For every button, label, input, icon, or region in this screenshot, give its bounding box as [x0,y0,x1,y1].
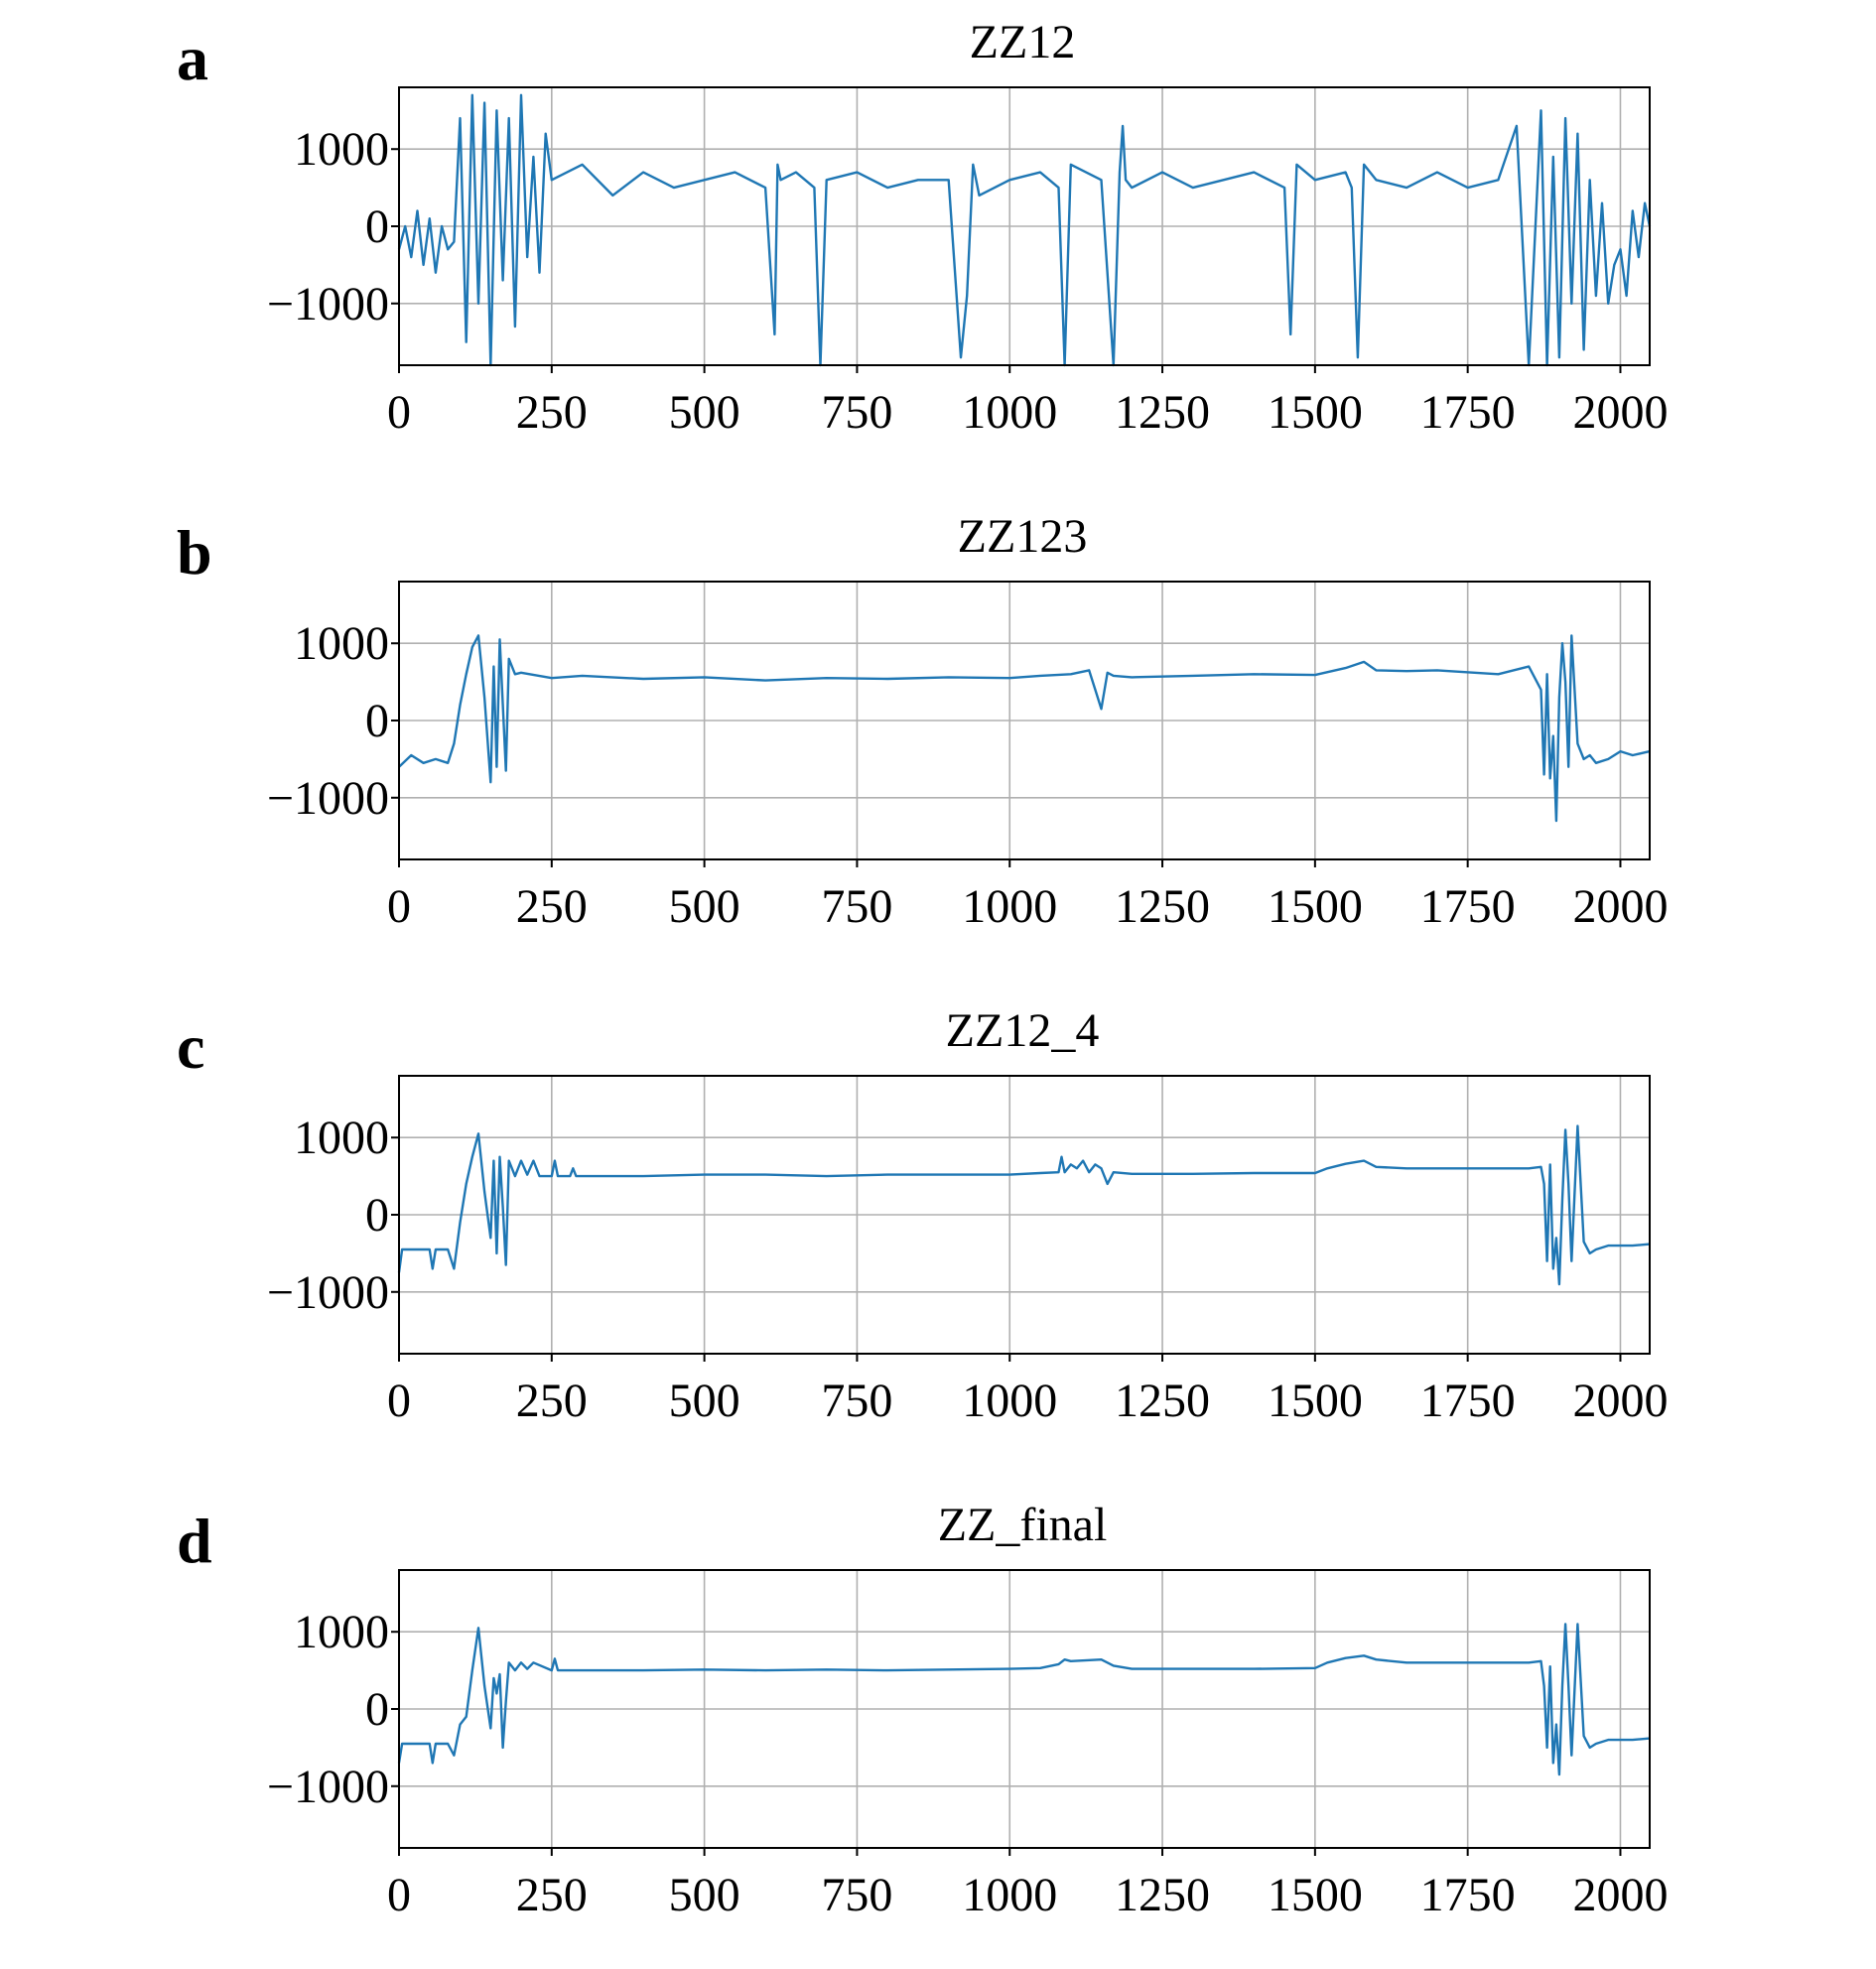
series-line-b-0 [398,634,1651,823]
x-tick-label-b-1250: 1250 [1115,880,1210,933]
x-tick-label-d-2000: 2000 [1572,1869,1668,1921]
x-tick-label-a-2000: 2000 [1572,386,1668,439]
x-tick-label-a-1250: 1250 [1115,386,1210,439]
x-tick-label-a-1750: 1750 [1420,386,1516,439]
chart-title-a: ZZ12 [970,16,1076,68]
y-tick-label-b-2: 1000 [294,617,389,670]
x-tick-label-a-500: 500 [669,386,740,439]
x-tick-label-c-1250: 1250 [1115,1375,1210,1427]
x-tick-label-c-0: 0 [387,1375,411,1427]
y-tick-label-c-2: 1000 [294,1112,389,1164]
panel-letter-c: c [177,1011,204,1082]
x-tick-label-b-0: 0 [387,880,411,933]
x-tick-label-b-1750: 1750 [1420,880,1516,933]
series-line-d-0 [397,1623,1651,1776]
chart-title-c: ZZ12_4 [946,1004,1100,1057]
x-tick-label-d-500: 500 [669,1869,740,1921]
x-tick-label-b-250: 250 [516,880,588,933]
x-tick-label-b-2000: 2000 [1572,880,1668,933]
x-tick-label-a-1500: 1500 [1268,386,1363,439]
x-tick-label-c-500: 500 [669,1375,740,1427]
x-tick-label-d-250: 250 [516,1869,588,1921]
x-tick-label-a-1000: 1000 [962,386,1057,439]
y-tick-label-a-1: 0 [365,200,389,253]
x-tick-label-a-750: 750 [821,386,892,439]
x-tick-label-a-0: 0 [387,386,411,439]
x-tick-label-b-500: 500 [669,880,740,933]
panel-b: b ZZ123 0 250 500 750 1000 1250 1500 1750 2000 −1… [177,510,1668,933]
panel-d: d ZZ_final 0 250 500 750 1000 1250 1500 1750 200… [177,1499,1668,1921]
y-tick-label-d-1: 0 [365,1683,389,1736]
y-tick-label-d-2: 1000 [294,1606,389,1658]
x-tick-label-b-1500: 1500 [1268,880,1363,933]
x-tick-label-b-750: 750 [821,880,892,933]
chart-title-b: ZZ123 [958,510,1088,563]
y-tick-label-c-0: −1000 [267,1266,389,1319]
x-tick-label-c-2000: 2000 [1572,1375,1668,1427]
panel-a: a ZZ12 0 250 500 750 1000 1250 1500 1750 2000 −10… [177,16,1668,439]
x-tick-label-d-1250: 1250 [1115,1869,1210,1921]
x-tick-label-c-1000: 1000 [962,1375,1057,1427]
x-tick-label-c-250: 250 [516,1375,588,1427]
x-tick-label-c-750: 750 [821,1375,892,1427]
x-tick-label-a-250: 250 [516,386,588,439]
panel-letter-b: b [177,517,212,588]
x-tick-label-d-0: 0 [387,1869,411,1921]
x-tick-label-b-1000: 1000 [962,880,1057,933]
x-tick-label-d-1750: 1750 [1420,1869,1516,1921]
x-tick-label-c-1750: 1750 [1420,1375,1516,1427]
x-tick-label-d-1000: 1000 [962,1869,1057,1921]
y-tick-label-a-0: −1000 [267,278,389,330]
panel-letter-a: a [177,23,208,93]
series-line-a-0 [397,93,1652,367]
y-tick-label-d-0: −1000 [267,1761,389,1813]
panel-c: c ZZ12_4 0 250 500 750 1000 1250 1500 1750 2000 −… [177,1004,1668,1427]
x-tick-label-d-750: 750 [821,1869,892,1921]
series-line-c-0 [397,1124,1651,1286]
y-tick-label-b-1: 0 [365,695,389,747]
y-tick-label-c-1: 0 [365,1189,389,1242]
y-tick-label-a-2: 1000 [294,123,389,176]
panel-letter-d: d [177,1506,212,1576]
x-tick-label-d-1500: 1500 [1268,1869,1363,1921]
y-tick-label-b-0: −1000 [267,772,389,825]
x-tick-label-c-1500: 1500 [1268,1375,1363,1427]
chart-title-d: ZZ_final [938,1499,1108,1551]
